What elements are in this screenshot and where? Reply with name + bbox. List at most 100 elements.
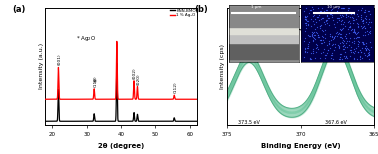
Point — [340, 45, 346, 47]
Point — [319, 6, 325, 9]
Point — [324, 13, 330, 16]
Point — [326, 17, 332, 19]
Point — [339, 7, 345, 10]
Point — [351, 37, 357, 39]
Point — [340, 23, 346, 25]
Point — [328, 13, 334, 16]
Point — [359, 6, 365, 9]
Point — [361, 11, 367, 13]
Point — [315, 48, 321, 50]
Point — [314, 16, 321, 18]
Point — [302, 15, 308, 18]
Point — [316, 18, 322, 21]
Point — [306, 12, 312, 14]
Point — [341, 21, 347, 23]
Point — [319, 42, 325, 44]
Point — [355, 51, 361, 53]
Point — [353, 21, 359, 24]
Point — [365, 52, 371, 55]
Point — [332, 45, 338, 48]
Point — [351, 13, 357, 16]
Point — [333, 10, 339, 13]
Point — [361, 10, 367, 13]
Point — [338, 29, 344, 32]
Point — [366, 10, 372, 12]
Point — [368, 21, 374, 23]
Point — [344, 57, 350, 60]
Point — [350, 22, 356, 24]
Point — [318, 11, 324, 13]
Point — [360, 22, 366, 24]
Point — [335, 7, 341, 10]
Point — [324, 44, 330, 47]
Point — [308, 18, 314, 20]
Point — [310, 48, 316, 51]
Point — [324, 9, 330, 12]
Point — [338, 23, 344, 25]
Point — [360, 20, 366, 22]
Point — [318, 42, 324, 44]
Point — [358, 14, 364, 17]
Point — [318, 51, 324, 54]
Point — [303, 16, 309, 19]
Point — [353, 33, 359, 35]
Point — [364, 30, 370, 33]
Point — [304, 19, 310, 21]
Point — [302, 37, 308, 39]
Point — [363, 48, 369, 51]
Point — [367, 41, 373, 44]
Point — [368, 45, 374, 48]
Point — [322, 23, 328, 25]
Point — [312, 37, 318, 40]
Point — [305, 45, 311, 47]
Point — [322, 29, 328, 31]
Point — [341, 55, 347, 57]
Point — [317, 9, 323, 12]
Point — [322, 37, 328, 39]
Point — [327, 33, 333, 36]
Point — [319, 34, 325, 37]
Point — [309, 34, 315, 37]
Point — [353, 46, 359, 49]
Text: * Ag$_2$O: * Ag$_2$O — [76, 34, 97, 43]
Point — [358, 19, 364, 22]
Point — [364, 47, 370, 49]
Point — [314, 7, 321, 9]
Point — [355, 36, 361, 38]
Point — [359, 27, 365, 29]
Point — [347, 11, 353, 13]
Point — [341, 40, 347, 42]
Point — [359, 25, 366, 28]
Point — [316, 25, 322, 27]
Point — [358, 51, 364, 54]
Point — [315, 34, 321, 37]
Point — [364, 55, 370, 57]
Point — [301, 56, 307, 59]
Point — [308, 57, 314, 60]
Point — [318, 11, 324, 14]
Point — [319, 29, 325, 31]
Point — [336, 32, 342, 34]
Point — [330, 58, 336, 60]
Point — [351, 30, 357, 32]
Point — [331, 49, 337, 51]
Point — [339, 10, 345, 13]
Point — [342, 24, 348, 27]
Point — [336, 16, 342, 19]
Point — [352, 31, 358, 33]
Point — [316, 36, 322, 38]
Point — [314, 12, 320, 15]
Point — [366, 54, 372, 56]
Point — [348, 46, 354, 49]
Point — [322, 33, 328, 35]
Point — [335, 44, 341, 47]
Point — [304, 51, 310, 53]
Text: (b): (b) — [194, 5, 208, 14]
Point — [363, 14, 369, 17]
Point — [345, 15, 351, 18]
Point — [351, 40, 357, 42]
Text: Ag$^+$: Ag$^+$ — [283, 13, 302, 26]
Point — [345, 7, 352, 9]
Point — [311, 23, 318, 25]
Point — [308, 52, 314, 54]
